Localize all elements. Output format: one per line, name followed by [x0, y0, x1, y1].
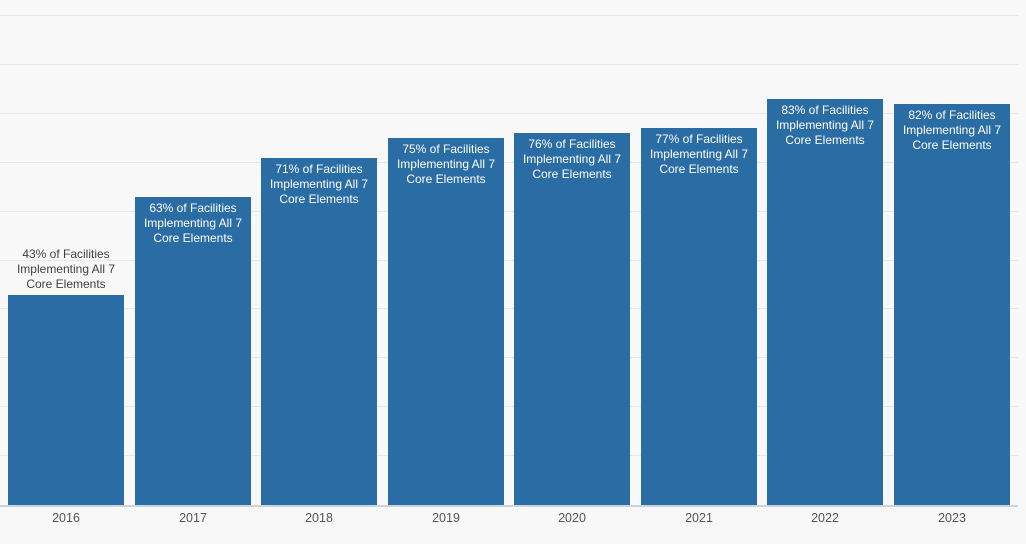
bar-2022[interactable]: 83% of Facilities Implementing All 7 Cor…	[767, 99, 883, 505]
bar-value-label-2021: 77% of Facilities Implementing All 7 Cor…	[649, 132, 749, 176]
gridline-60	[0, 210, 1018, 212]
gridline-80	[0, 112, 1018, 114]
x-axis-line	[0, 505, 1018, 507]
bar-value-label-2017: 63% of Facilities Implementing All 7 Cor…	[143, 201, 243, 245]
bar-2018[interactable]: 71% of Facilities Implementing All 7 Cor…	[261, 158, 377, 505]
bar-value-label-2018: 71% of Facilities Implementing All 7 Cor…	[269, 162, 369, 206]
x-tick-2022: 2022	[811, 511, 839, 525]
bar-2021[interactable]: 77% of Facilities Implementing All 7 Cor…	[641, 128, 757, 505]
x-tick-2019: 2019	[432, 511, 460, 525]
x-tick-2017: 2017	[179, 511, 207, 525]
bar-2019[interactable]: 75% of Facilities Implementing All 7 Cor…	[388, 138, 504, 505]
gridline-70	[0, 161, 1018, 163]
gridline-90	[0, 63, 1018, 65]
bar-2017[interactable]: 63% of Facilities Implementing All 7 Cor…	[135, 197, 251, 505]
bar-2020[interactable]: 76% of Facilities Implementing All 7 Cor…	[514, 133, 630, 505]
bar-value-label-2022: 83% of Facilities Implementing All 7 Cor…	[775, 103, 875, 147]
x-tick-2016: 2016	[52, 511, 80, 525]
gridline-10	[0, 455, 1018, 457]
bar-value-label-2019: 75% of Facilities Implementing All 7 Cor…	[396, 142, 496, 186]
x-tick-2018: 2018	[305, 511, 333, 525]
bar-value-label-2023: 82% of Facilities Implementing All 7 Cor…	[902, 108, 1002, 152]
gridline-40	[0, 308, 1018, 310]
x-tick-2021: 2021	[685, 511, 713, 525]
bar-value-label-2020: 76% of Facilities Implementing All 7 Cor…	[522, 137, 622, 181]
bar-2023[interactable]: 82% of Facilities Implementing All 7 Cor…	[894, 104, 1010, 505]
bar-value-label-2016: 43% of Facilities Implementing All 7 Cor…	[16, 247, 116, 291]
gridline-20	[0, 406, 1018, 408]
gridline-50	[0, 259, 1018, 261]
gridline-100	[0, 15, 1018, 16]
gridline-30	[0, 357, 1018, 359]
plot-area: 43% of Facilities Implementing All 7 Cor…	[0, 15, 1018, 505]
bar-2016[interactable]: 43% of Facilities Implementing All 7 Cor…	[8, 247, 124, 505]
x-tick-2023: 2023	[938, 511, 966, 525]
x-tick-2020: 2020	[558, 511, 586, 525]
